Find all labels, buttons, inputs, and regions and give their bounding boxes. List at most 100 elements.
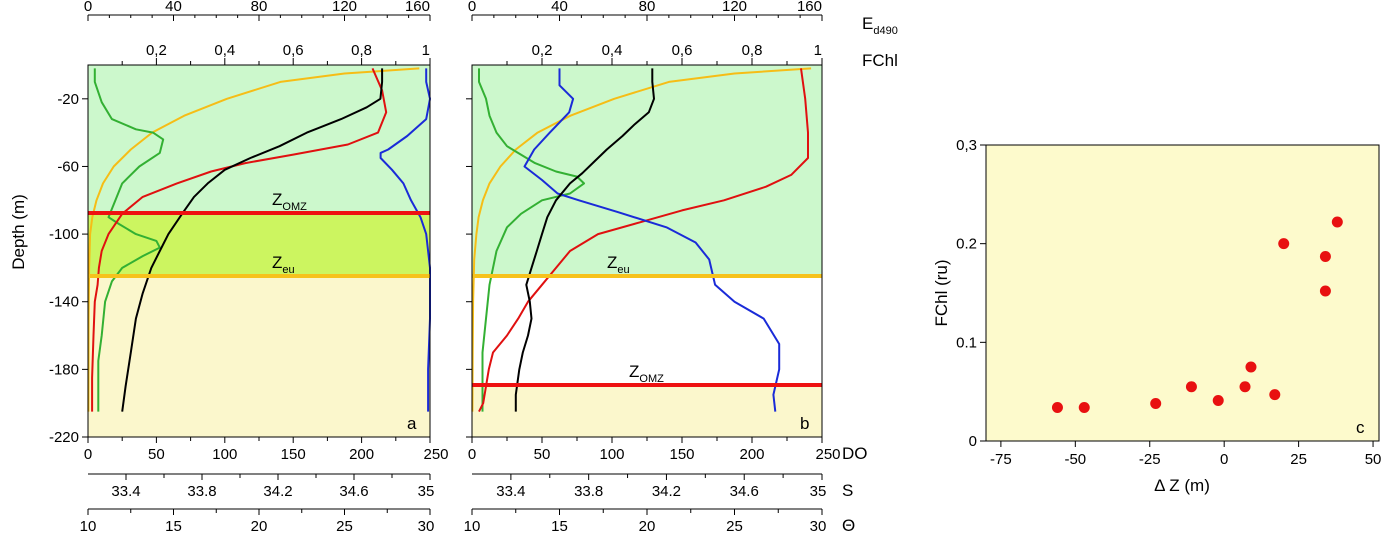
bottom-axis-do-tick-label-a: 250 — [423, 446, 448, 463]
top-axis-ed-tick-label-b: 40 — [551, 0, 568, 15]
bottom-axis-theta-tick-label-b: 30 — [810, 518, 827, 535]
bottom-axis-s-label: S — [842, 481, 853, 500]
bottom-axis-do-tick-label-a: 50 — [148, 446, 165, 463]
bottom-axis-do-tick-label-a: 200 — [349, 446, 374, 463]
bottom-axis-s-tick-label-b: 35 — [810, 483, 827, 500]
panel-c: c Δ Z (m) FChl (ru) -75 -50 -25 0 25 50 0 0.1 0.… — [932, 137, 1381, 495]
panel-a-do-profile — [91, 68, 388, 412]
bottom-axis-theta-tick-label-b: 15 — [551, 518, 568, 535]
y-axis-tick-label: -60 — [57, 158, 79, 175]
panel-b-mid-zone — [472, 276, 822, 385]
top-axis-ed-tick-label-a: 80 — [251, 0, 268, 15]
panel-a-z-eu-label: Zeu — [272, 253, 295, 276]
top-axis-fchl-label: FChl — [862, 51, 898, 70]
panel-b: Zeu ZOMZ b — [471, 64, 823, 438]
bottom-axis-do-tick-label-a: 0 — [84, 446, 92, 463]
panel-c-x-tick-label: -75 — [990, 451, 1012, 468]
y-axis-tick-label: -20 — [57, 91, 79, 108]
bottom-axis-do-tick-label-b: 200 — [739, 446, 764, 463]
top-axis-ed-tick-label-a: 160 — [405, 0, 430, 15]
panel-c-data-point — [1331, 216, 1343, 228]
top-axis-ed-tick-label-a: 0 — [84, 0, 92, 15]
panel-b-z-eu-label: Zeu — [607, 253, 630, 276]
top-axis-fchl-tick-label-a: 0,6 — [283, 42, 304, 59]
top-axis-fchl-tick-label-a: 0,4 — [214, 42, 235, 59]
panel-c-letter: c — [1356, 418, 1365, 437]
panel-c-y-tick-label: 0.2 — [956, 236, 977, 253]
y-axis-tick-label: -220 — [49, 429, 79, 446]
panel-b-letter: b — [800, 414, 809, 433]
panel-a: ZOMZ Zeu a — [87, 64, 431, 438]
top-axis-ed-tick-label-b: 0 — [468, 0, 476, 15]
y-axis-tick-label: -140 — [49, 294, 79, 311]
bottom-axis-s-tick-label-b: 34.6 — [730, 483, 759, 500]
panel-c-y-label: FChl (ru) — [932, 259, 951, 326]
panel-c-plot-area — [986, 145, 1379, 441]
panel-c-x-tick-label: 50 — [1365, 451, 1382, 468]
bottom-axis-theta-label: Θ — [842, 516, 855, 535]
bottom-axis-s-tick-label-a: 33.8 — [187, 483, 216, 500]
panel-c-data-point — [1078, 401, 1090, 413]
bottom-axis-do-tick-label-b: 250 — [815, 446, 840, 463]
panel-c-y-tick-label: 0.1 — [956, 334, 977, 351]
panel-a-letter: a — [407, 414, 417, 433]
panel-c-y-tick-label: 0 — [969, 433, 977, 450]
panel-b-theta-profile — [514, 68, 655, 412]
bottom-axis-s-tick-label-a: 33.4 — [111, 483, 140, 500]
panel-c-data-point — [1051, 401, 1063, 413]
panel-b-do-profile — [478, 68, 809, 413]
bottom-axis-s-tick-label-b: 33.4 — [496, 483, 525, 500]
bottom-axis-do-tick-label-b: 0 — [468, 446, 476, 463]
panel-c-data-point — [1319, 285, 1331, 297]
panel-c-data-point — [1278, 238, 1290, 250]
top-axis-ed-tick-label-b: 160 — [797, 0, 822, 15]
top-axis-fchl-tick-label-a: 0,8 — [351, 42, 372, 59]
bottom-axis-theta-tick-label-b: 10 — [464, 518, 481, 535]
panel-c-x-tick-label: -25 — [1139, 451, 1161, 468]
bottom-axis-do-tick-label-b: 100 — [599, 446, 624, 463]
panels-ab-axes: Ed490 FChl DO S Θ Depth (m) 0 40 80 120 160 0… — [9, 0, 898, 535]
top-axis-fchl-tick-label-b: 0,2 — [532, 42, 553, 59]
panel-a-euphotic-zone — [88, 65, 430, 213]
bottom-axis-theta-tick-label-a: 30 — [418, 518, 435, 535]
top-axis-ed-tick-label-b: 80 — [639, 0, 656, 15]
panel-c-x-label: Δ Z (m) — [1154, 476, 1210, 495]
panel-b-salinity-profile — [523, 68, 781, 412]
panel-c-points — [1051, 216, 1343, 413]
bottom-axis-theta-tick-label-b: 25 — [726, 518, 743, 535]
panel-a-ed490-profile — [87, 67, 420, 412]
top-axis-ed-label: Ed490 — [862, 14, 898, 37]
panel-c-frame — [985, 144, 1380, 442]
panel-a-deep-zone — [88, 276, 430, 437]
bottom-axis-do-tick-label-a: 150 — [281, 446, 306, 463]
panel-c-y-tick-label: 0,3 — [956, 137, 977, 154]
bottom-axis-theta-tick-label-a: 15 — [165, 518, 182, 535]
panel-c-x-tick-label: 25 — [1290, 451, 1307, 468]
top-axis-ed-tick-label-a: 120 — [332, 0, 357, 15]
bottom-axis-do-tick-label-b: 150 — [669, 446, 694, 463]
panel-c-data-point — [1269, 389, 1281, 401]
bottom-axis-theta-tick-label-a: 20 — [251, 518, 268, 535]
panel-b-euphotic-zone — [472, 65, 822, 276]
bottom-axis-s-tick-label-b: 34.2 — [652, 483, 681, 500]
panel-c-data-point — [1212, 395, 1224, 407]
panel-a-theta-profile — [121, 68, 384, 412]
top-axis-fchl-tick-label-a: 0,2 — [146, 42, 167, 59]
panel-a-omz-euphotic-band — [88, 213, 430, 276]
bottom-axis-do-label: DO — [842, 444, 868, 463]
bottom-axis-s-tick-label-a: 34.2 — [263, 483, 292, 500]
panel-c-x-tick-label: -50 — [1064, 451, 1086, 468]
panel-c-data-point — [1319, 250, 1331, 262]
panel-c-x-tick-label: 0 — [1220, 451, 1228, 468]
panel-b-fchl-profile — [478, 68, 585, 412]
panel-a-z-omz-label: ZOMZ — [272, 190, 307, 213]
bottom-axis-theta-tick-label-b: 20 — [639, 518, 656, 535]
bottom-axis-do-tick-label-b: 50 — [534, 446, 551, 463]
panel-a-profiles — [87, 67, 431, 412]
top-axis-ed-tick-label-b: 120 — [722, 0, 747, 15]
panel-c-data-point — [1245, 361, 1257, 373]
top-axis-fchl-tick-label-b: 0,4 — [602, 42, 623, 59]
top-axis-fchl-tick-label-b: 0,8 — [742, 42, 763, 59]
y-axis-depth-label: Depth (m) — [9, 194, 28, 270]
panel-b-deep-zone — [472, 385, 822, 437]
